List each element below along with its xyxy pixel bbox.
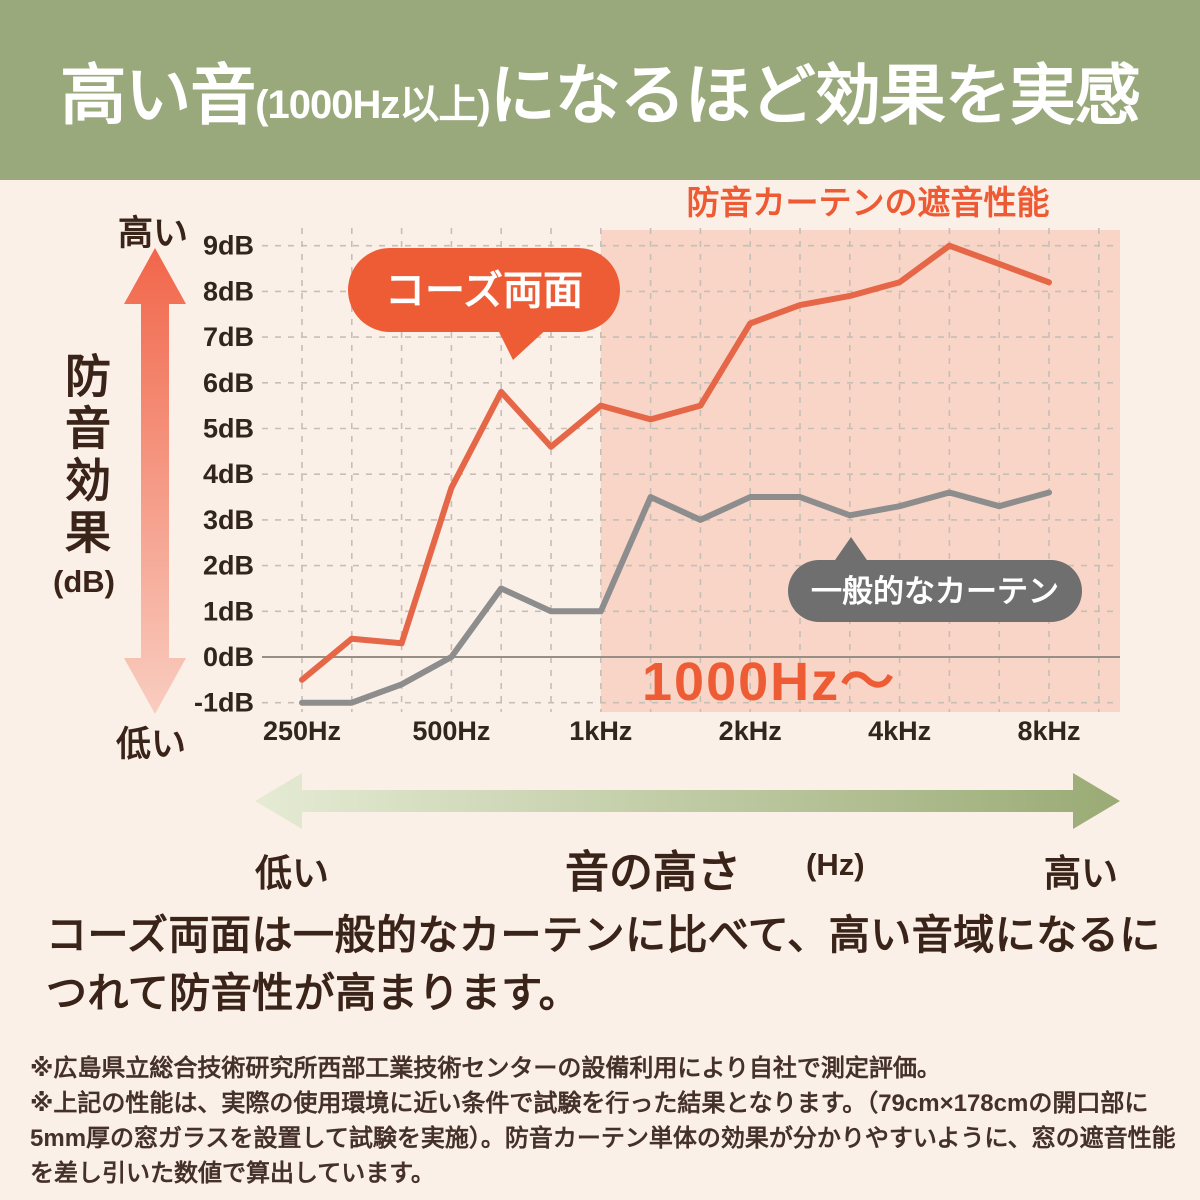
x-axis-high-label: 高い bbox=[1044, 853, 1118, 894]
y-tick-label: 7dB bbox=[203, 322, 254, 352]
y-tick-label: 5dB bbox=[203, 414, 254, 444]
y-tick-label: 0dB bbox=[203, 642, 254, 672]
chart-title: 防音カーテンの遮音性能 bbox=[687, 184, 1050, 221]
page-title-paren: (1000Hz以上) bbox=[255, 83, 491, 127]
y-tick-label: 3dB bbox=[203, 505, 254, 535]
callout-cose-tail bbox=[496, 326, 550, 360]
x-tick-label: 4kHz bbox=[868, 716, 931, 746]
x-tick-label: 2kHz bbox=[719, 716, 782, 746]
y-tick-label: 1dB bbox=[203, 596, 254, 626]
footnote-line: ※広島県立総合技術研究所西部工業技術センターの設備利用により自社で測定評価。 bbox=[30, 1055, 941, 1082]
y-tick-label: 2dB bbox=[203, 551, 254, 581]
page-title: 高い音 (1000Hz以上) になるほど効果を実感 bbox=[60, 42, 1141, 138]
highlight-label: 1000Hz〜 bbox=[642, 652, 896, 712]
callout-generic-label: 一般的なカーテン bbox=[811, 574, 1059, 609]
x-tick-label: 250Hz bbox=[263, 716, 341, 746]
y-axis-labels: 9dB 8dB 7dB 6dB 5dB 4dB 3dB 2dB 1dB 0dB -1dB bbox=[194, 231, 254, 718]
callout-cose-bubble bbox=[348, 248, 620, 332]
x-axis-low-label: 低い bbox=[255, 853, 329, 894]
y-axis-unit: (dB) bbox=[53, 564, 115, 599]
y-tick-label: 6dB bbox=[203, 368, 254, 398]
series-lines bbox=[299, 242, 1052, 706]
series-line-0 bbox=[299, 242, 1052, 683]
header-band: 高い音 (1000Hz以上) になるほど効果を実感 bbox=[0, 0, 1200, 180]
footnotes: ※広島県立総合技術研究所西部工業技術センターの設備利用により自社で測定評価。 ※… bbox=[30, 1051, 1176, 1191]
y-tick-label: 8dB bbox=[203, 276, 254, 306]
y-tick-label: -1dB bbox=[194, 688, 254, 718]
callout-cose-label: コーズ両面 bbox=[385, 269, 583, 313]
y-axis-high-label: 高い bbox=[118, 214, 189, 253]
y-axis-low-label: 低い bbox=[116, 725, 187, 764]
footnote-line: を差し引いた数値で算出しています。 bbox=[30, 1160, 435, 1187]
y-tick-label: 9dB bbox=[203, 231, 254, 261]
footnote-line: 5mm厚の窓ガラスを設置して試験を実施）。防音カーテン単体の効果が分かりやすいよ… bbox=[30, 1125, 1176, 1152]
highlight-region bbox=[600, 230, 1120, 712]
page-title-main: 高い音 bbox=[60, 58, 256, 132]
description-line-1: コーズ両面は一般的なカーテンに比べて、高い音域になるに bbox=[46, 912, 1161, 958]
callout-generic-bubble bbox=[788, 560, 1082, 622]
x-axis-arrow-icon bbox=[255, 773, 1120, 829]
x-tick-label: 8kHz bbox=[1017, 716, 1080, 746]
y-axis-title: 防音効果 bbox=[59, 352, 111, 560]
callout-generic-tail bbox=[833, 537, 869, 563]
y-axis-arrow-icon bbox=[124, 248, 186, 714]
callout-cose: コーズ両面 bbox=[348, 248, 620, 360]
footnote-line: ※上記の性能は、実際の使用環境に近い条件で試験を行った結果となります。（79cm… bbox=[30, 1090, 1149, 1117]
highlight-rect bbox=[600, 230, 1120, 712]
page-title-rest: になるほど効果を実感 bbox=[489, 58, 1141, 132]
callout-generic: 一般的なカーテン bbox=[788, 537, 1082, 622]
description-paragraph: コーズ両面は一般的なカーテンに比べて、高い音域になるに つれて防音性が高まります… bbox=[46, 906, 1161, 1022]
x-tick-label: 500Hz bbox=[412, 716, 490, 746]
x-tick-label: 1kHz bbox=[569, 716, 632, 746]
description-line-2: つれて防音性が高まります。 bbox=[46, 970, 581, 1016]
y-tick-label: 4dB bbox=[203, 459, 254, 489]
x-axis-unit: (Hz) bbox=[806, 847, 865, 882]
series-line-1 bbox=[299, 489, 1052, 706]
x-axis-title: 音の高さ bbox=[565, 848, 741, 897]
x-axis-labels: 250Hz 500Hz 1kHz 2kHz 4kHz 8kHz bbox=[263, 716, 1081, 746]
